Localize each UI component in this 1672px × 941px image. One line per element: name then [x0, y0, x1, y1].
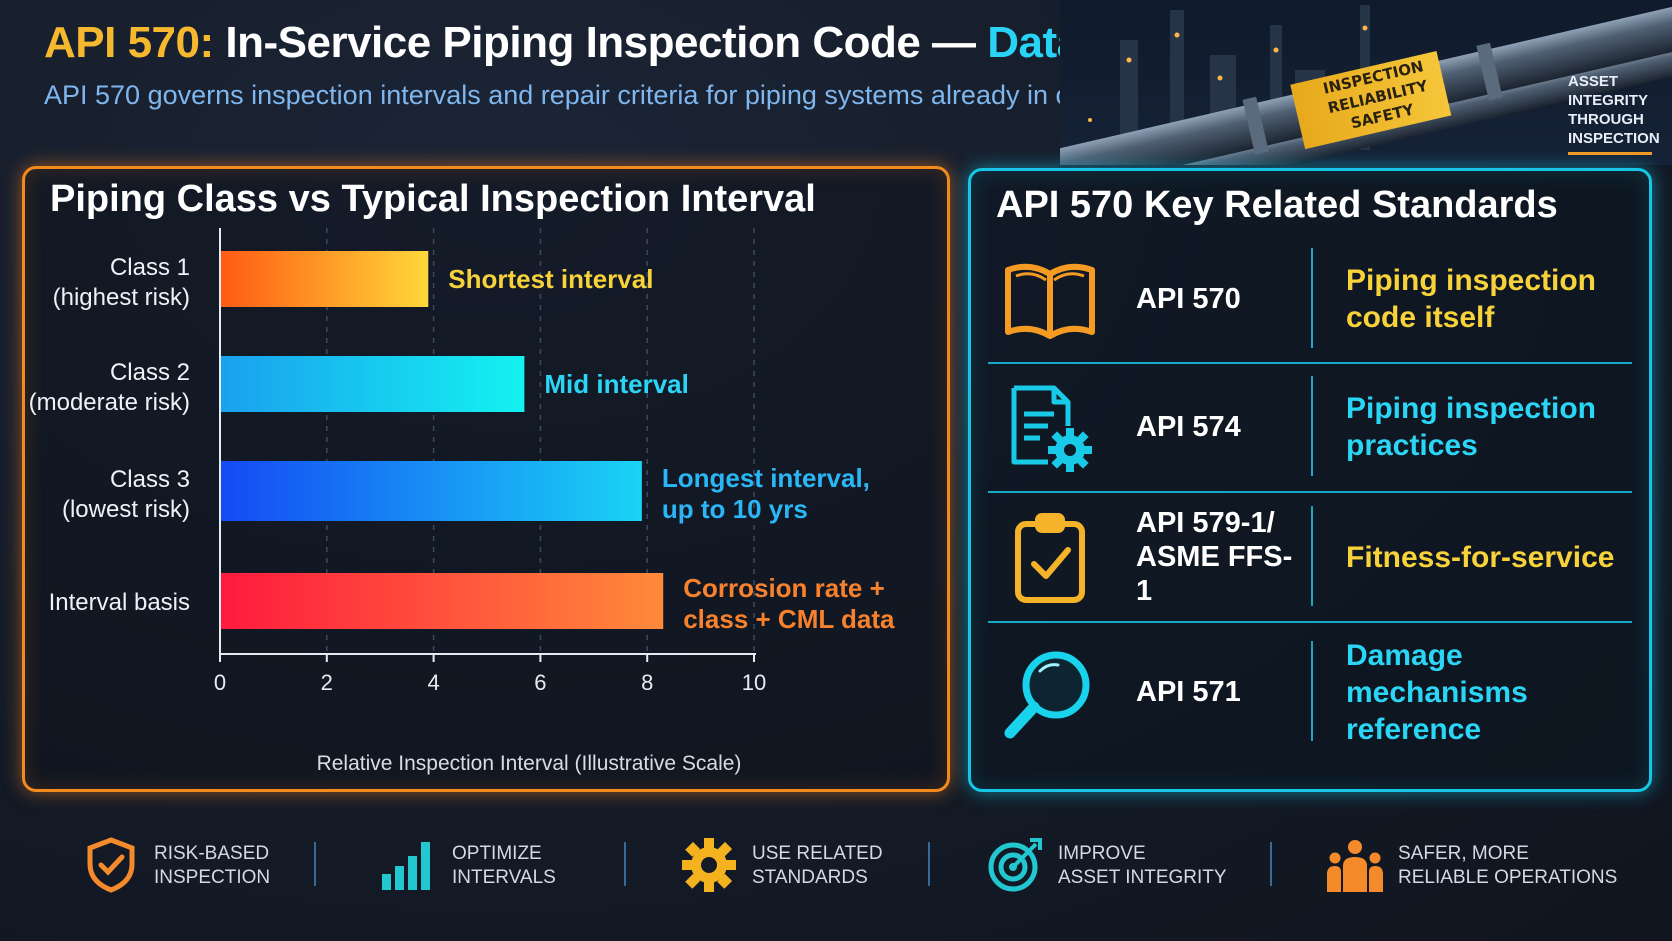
footer-divider	[1270, 842, 1272, 886]
bar-chart: Class 1 (highest risk) Class 2 (moderate ri…	[29, 228, 895, 775]
desc-line: Piping inspection	[1346, 264, 1597, 297]
page-subtitle: API 570 governs inspection intervals and…	[44, 80, 1169, 110]
bar-annotation: Corrosion rate +	[683, 573, 885, 603]
desc-line: reference	[1346, 712, 1482, 746]
footer-label: Safer, more reliable operations	[1398, 842, 1638, 890]
standard-description: Piping inspection practices	[1346, 362, 1636, 492]
desc-line: practices	[1346, 429, 1478, 462]
chart-title: Piping Class vs Typical Inspection Inter…	[50, 178, 816, 220]
code-line: API 574	[1136, 411, 1241, 443]
shield-check-icon	[82, 836, 140, 894]
desc-line: Damage mechanisms	[1346, 638, 1528, 709]
row-divider	[1311, 641, 1313, 741]
footer-divider	[624, 842, 626, 886]
category-sublabel: (moderate risk)	[29, 389, 190, 416]
x-tick-label: 6	[534, 670, 546, 695]
row-divider	[1311, 248, 1313, 348]
category-sublabel: (highest risk)	[53, 284, 190, 311]
tagline-line: INSPECTION	[1568, 130, 1660, 147]
standard-code: API 579-1/ASME FFS-1	[1136, 492, 1306, 622]
code-line: API 571	[1136, 676, 1241, 708]
tagline-underline	[1568, 152, 1652, 155]
target-icon	[986, 836, 1044, 894]
x-tick-label: 10	[742, 670, 766, 695]
pipeline-scene-image: INSPECTION RELIABILITY SAFETY	[1060, 0, 1672, 165]
standards-title: API 570 Key Related Standards	[996, 184, 1558, 226]
category-label: Class 1	[110, 254, 190, 281]
x-tick-label: 8	[641, 670, 653, 695]
standard-description: Damage mechanisms reference	[1346, 627, 1636, 757]
standard-code: API 571	[1136, 627, 1306, 757]
footer-line: standards	[752, 867, 868, 888]
footer-line: intervals	[452, 867, 556, 888]
bar	[220, 251, 429, 307]
document-gear-icon	[1000, 380, 1100, 476]
footer-line: inspection	[154, 867, 271, 888]
category-label: Class 2	[110, 359, 190, 386]
x-tick-label: 4	[427, 670, 439, 695]
tagline-line: INTEGRITY	[1568, 92, 1649, 109]
footer-line: Optimize	[452, 843, 542, 864]
bar-annotation: Longest interval,	[662, 463, 870, 493]
bar	[220, 356, 525, 412]
open-book-icon	[1000, 252, 1100, 348]
standard-row-api-574: API 574 Piping inspection practices	[988, 362, 1632, 492]
category-sublabel: (lowest risk)	[62, 496, 190, 523]
standard-description: Piping inspection code itself	[1346, 234, 1636, 364]
clipboard-check-icon	[1000, 510, 1100, 606]
footer-label: Risk-based inspection	[154, 842, 354, 890]
footer-line: Use related	[752, 843, 883, 864]
desc-line: Fitness-for-service	[1346, 540, 1615, 574]
tagline-line: ASSET	[1568, 73, 1619, 90]
standard-code: API 574	[1136, 362, 1306, 492]
bar	[220, 573, 664, 629]
row-separator	[988, 362, 1632, 364]
row-separator	[988, 491, 1632, 493]
bar-annotation: Shortest interval	[448, 264, 653, 294]
x-tick-label: 0	[214, 670, 226, 695]
title-main: In-Service Piping Inspection Code —	[213, 18, 988, 67]
bar-annotation: Mid interval	[544, 369, 688, 399]
standard-code: API 570	[1136, 234, 1306, 364]
category-label: Interval basis	[49, 589, 190, 616]
asset-tagline: ASSET INTEGRITY THROUGH INSPECTION	[1568, 72, 1660, 148]
row-divider	[1311, 376, 1313, 476]
title-code: API 570:	[44, 18, 214, 67]
people-icon	[1326, 836, 1384, 894]
standard-row-api-579: API 579-1/ASME FFS-1 Fitness-for-service	[988, 492, 1632, 622]
footer-line: Risk-based	[154, 843, 270, 864]
desc-line: code itself	[1346, 301, 1495, 334]
tagline-line: THROUGH	[1568, 111, 1644, 128]
bar-annotation: class + CML data	[683, 604, 895, 634]
row-divider	[1311, 506, 1313, 606]
bar	[220, 461, 642, 521]
standard-description: Fitness-for-service	[1346, 492, 1636, 622]
bar-annotation: up to 10 yrs	[662, 494, 808, 524]
row-separator	[988, 621, 1632, 623]
bar-chart-icon	[380, 836, 438, 894]
footer-divider	[314, 842, 316, 886]
x-tick-label: 2	[321, 670, 333, 695]
footer-divider	[928, 842, 930, 886]
desc-line: Piping inspection	[1346, 392, 1597, 425]
standard-row-api-571: API 571 Damage mechanisms reference	[988, 627, 1632, 757]
magnifier-icon	[1000, 645, 1100, 741]
footer-label: Improve asset integrity	[1058, 842, 1258, 890]
footer-line: Safer, more	[1398, 843, 1529, 864]
footer-label: Optimize intervals	[452, 842, 652, 890]
category-label: Class 3	[110, 466, 190, 493]
code-line: ASME FFS-1	[1136, 541, 1293, 607]
footer-label: Use related standards	[752, 842, 952, 890]
x-axis-label: Relative Inspection Interval (Illustrati…	[317, 752, 742, 775]
footer-line: reliable operations	[1398, 867, 1618, 888]
gear-icon	[680, 836, 738, 894]
footer-line: Improve	[1058, 843, 1146, 864]
standard-row-api-570: API 570 Piping inspection code itself	[988, 234, 1632, 364]
code-line: API 579-1/	[1136, 507, 1275, 539]
code-line: API 570	[1136, 283, 1241, 315]
footer-line: asset integrity	[1058, 867, 1227, 888]
